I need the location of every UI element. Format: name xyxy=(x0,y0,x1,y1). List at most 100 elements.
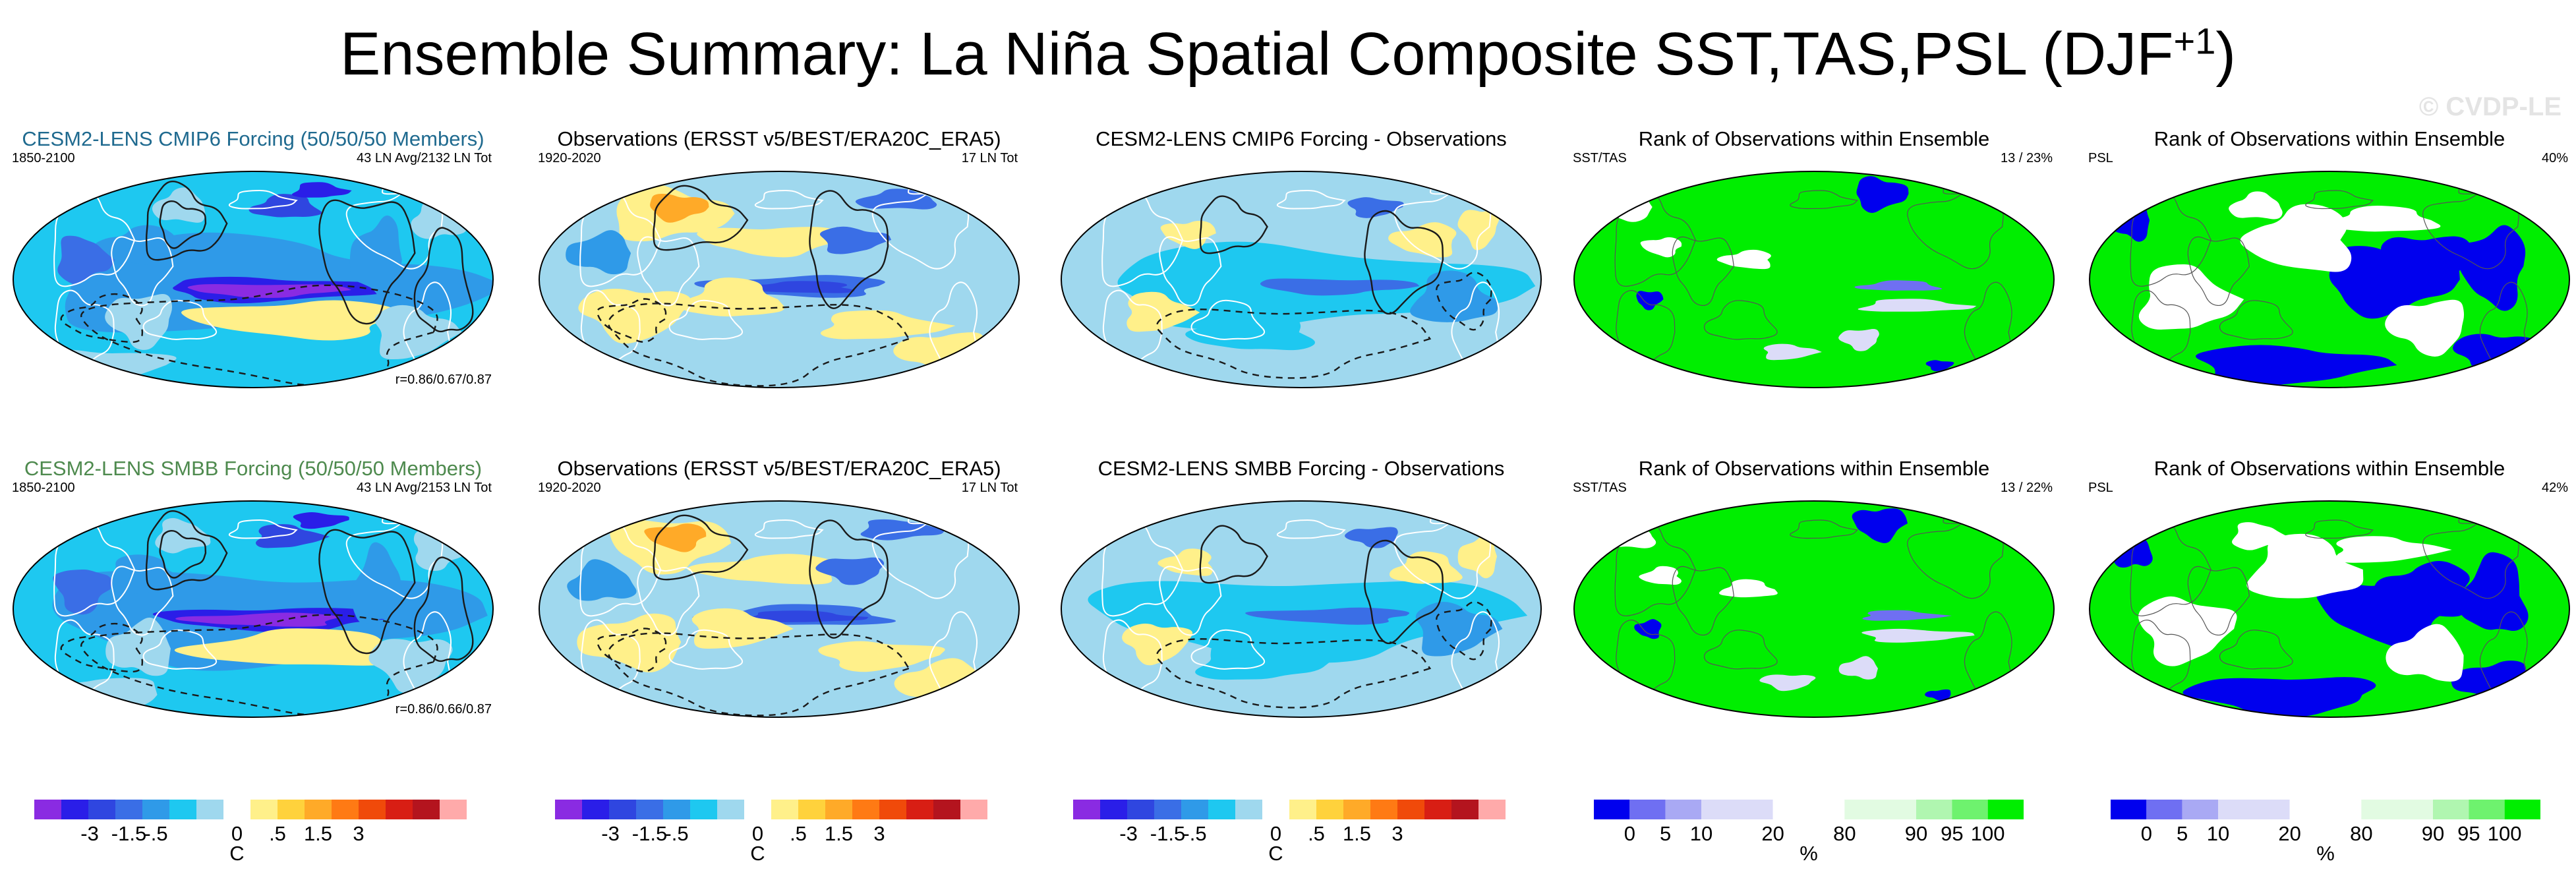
colorbar-swatch xyxy=(1370,800,1397,819)
colorbar-swatch xyxy=(196,800,223,819)
panel-right-label: 42% xyxy=(2541,481,2568,495)
colorbar-swatch xyxy=(1952,800,1988,819)
colorbar-tick-label: 100 xyxy=(2487,822,2522,845)
colorbar-swatch xyxy=(169,800,196,819)
colorbar-swatch xyxy=(1916,800,1952,819)
map-panel: Rank of Observations within Ensemble SST/… xyxy=(1570,127,2058,397)
colorbar-swatch xyxy=(34,800,61,819)
colorbar-tick-label: 0 xyxy=(1624,822,1635,845)
colorbar-swatch xyxy=(1181,800,1208,819)
colorbar-swatch xyxy=(1397,800,1424,819)
colorbar-tick-label: .5 xyxy=(1308,822,1325,845)
map-diff xyxy=(1061,171,1542,388)
colorbar-unit: C xyxy=(750,842,765,865)
colorbar-swatch xyxy=(1772,800,1845,819)
colorbar-swatch xyxy=(690,800,717,819)
colorbar-swatch xyxy=(2111,800,2147,819)
map-panel: CESM2-LENS SMBB Forcing - Observations xyxy=(1057,456,1545,726)
map-obs xyxy=(539,171,1020,388)
panel-left-label: PSL xyxy=(2088,151,2113,165)
watermark: © CVDP-LE xyxy=(2418,92,2561,121)
map-model xyxy=(13,500,494,718)
colorbar-swatch xyxy=(636,800,663,819)
colorbar-swatch xyxy=(744,800,771,819)
colorbar-swatch xyxy=(798,800,825,819)
colorbar-tick-label: 5 xyxy=(2177,822,2188,845)
colorbar-swatch xyxy=(142,800,169,819)
colorbar-tick-label: 10 xyxy=(2206,822,2230,845)
colorbar-swatch xyxy=(960,800,987,819)
colorbar-swatch xyxy=(413,800,440,819)
colorbar-swatch xyxy=(305,800,332,819)
rank-colorbar: 0 5 10 20 80 90 95 100% xyxy=(2111,799,2540,878)
colorbar-swatch xyxy=(2289,800,2362,819)
colorbar-tick-label: -3 xyxy=(1119,822,1138,845)
colorbar-swatch xyxy=(771,800,798,819)
colorbar-tick-label: 95 xyxy=(1941,822,1964,845)
panel-left-label: PSL xyxy=(2088,481,2113,495)
panel-title: Rank of Observations within Ensemble xyxy=(1638,127,1990,150)
temperature-colorbar: -3 -1.5 -.5 0 .5 1.5 3 C xyxy=(1073,799,1506,878)
colorbar-swatch xyxy=(1316,800,1343,819)
map-rank-psl xyxy=(2089,171,2570,388)
map-rank-psl xyxy=(2089,500,2570,718)
colorbar-swatch xyxy=(852,800,879,819)
colorbar-swatch xyxy=(1289,800,1316,819)
colorbar-tick-label: -3 xyxy=(601,822,620,845)
panel-title: Observations (ERSST v5/BEST/ERA20C_ERA5) xyxy=(557,127,1001,150)
colorbar-swatch xyxy=(359,800,386,819)
colorbar-swatch xyxy=(609,800,636,819)
panel-right-label: 43 LN Avg/2132 LN Tot xyxy=(357,151,492,165)
colorbar-swatch xyxy=(88,800,115,819)
colorbar-tick-label: 1.5 xyxy=(824,822,854,845)
colorbar-swatch xyxy=(2433,800,2469,819)
colorbar-swatch xyxy=(115,800,142,819)
colorbar-swatch xyxy=(1844,800,1916,819)
colorbar-swatch xyxy=(1208,800,1235,819)
colorbar-tick-label: -1.5 xyxy=(631,822,668,845)
colorbar-tick-label: -.5 xyxy=(664,822,689,845)
panel-right-label: 40% xyxy=(2541,151,2568,165)
panel-right-label: 13 / 23% xyxy=(2001,151,2053,165)
colorbar-swatch xyxy=(1073,800,1100,819)
panel-right-label: 17 LN Tot xyxy=(961,151,1018,165)
colorbar-swatch xyxy=(61,800,88,819)
main-title-text: Ensemble Summary: La Niña Spatial Compos… xyxy=(340,20,2174,88)
map-obs xyxy=(539,500,1020,718)
colorbar-swatch xyxy=(1235,800,1262,819)
colorbar-tick-label: 3 xyxy=(1391,822,1403,845)
colorbar-swatch xyxy=(278,800,305,819)
map-panel: CESM2-LENS SMBB Forcing (50/50/50 Member… xyxy=(9,456,497,726)
colorbar-tick-label: 3 xyxy=(873,822,885,845)
colorbar-tick-label: 80 xyxy=(1833,822,1856,845)
colorbar-swatch xyxy=(879,800,906,819)
colorbar-swatch xyxy=(906,800,933,819)
panel-left-label: 1850-2100 xyxy=(12,151,75,165)
colorbar-swatch xyxy=(1451,800,1478,819)
main-title-close: ) xyxy=(2215,20,2236,88)
colorbar-swatch xyxy=(386,800,413,819)
colorbar-swatch xyxy=(1424,800,1451,819)
rank-colorbar: 0 5 10 20 80 90 95 100% xyxy=(1594,799,2024,878)
panel-title: Rank of Observations within Ensemble xyxy=(2153,127,2505,150)
colorbar-tick-label: 95 xyxy=(2457,822,2480,845)
colorbar-tick-label: 0 xyxy=(751,822,764,845)
panel-title: CESM2-LENS CMIP6 Forcing - Observations xyxy=(1096,127,1507,150)
map-panel: Observations (ERSST v5/BEST/ERA20C_ERA5)… xyxy=(535,456,1023,726)
panel-title: Rank of Observations within Ensemble xyxy=(1638,457,1990,480)
map-panel: Rank of Observations within Ensemble PSL 4… xyxy=(2086,127,2573,397)
panel-right-label: 43 LN Avg/2153 LN Tot xyxy=(357,481,492,495)
colorbar-tick-label: 0 xyxy=(1270,822,1282,845)
colorbar-swatch xyxy=(1154,800,1181,819)
panel-correlation-label: r=0.86/0.67/0.87 xyxy=(395,372,492,387)
colorbar-swatch xyxy=(663,800,690,819)
panel-title: CESM2-LENS SMBB Forcing (50/50/50 Member… xyxy=(24,457,483,480)
map-rank-tas xyxy=(1573,171,2055,388)
colorbar-swatch xyxy=(1262,800,1289,819)
colorbar-tick-label: -1.5 xyxy=(111,822,147,845)
colorbar-tick-label: 0 xyxy=(2140,822,2152,845)
map-rank-tas xyxy=(1573,500,2055,718)
colorbar-unit: C xyxy=(1268,842,1283,865)
panel-title: CESM2-LENS SMBB Forcing - Observations xyxy=(1098,457,1505,480)
colorbar-swatch xyxy=(2361,800,2433,819)
